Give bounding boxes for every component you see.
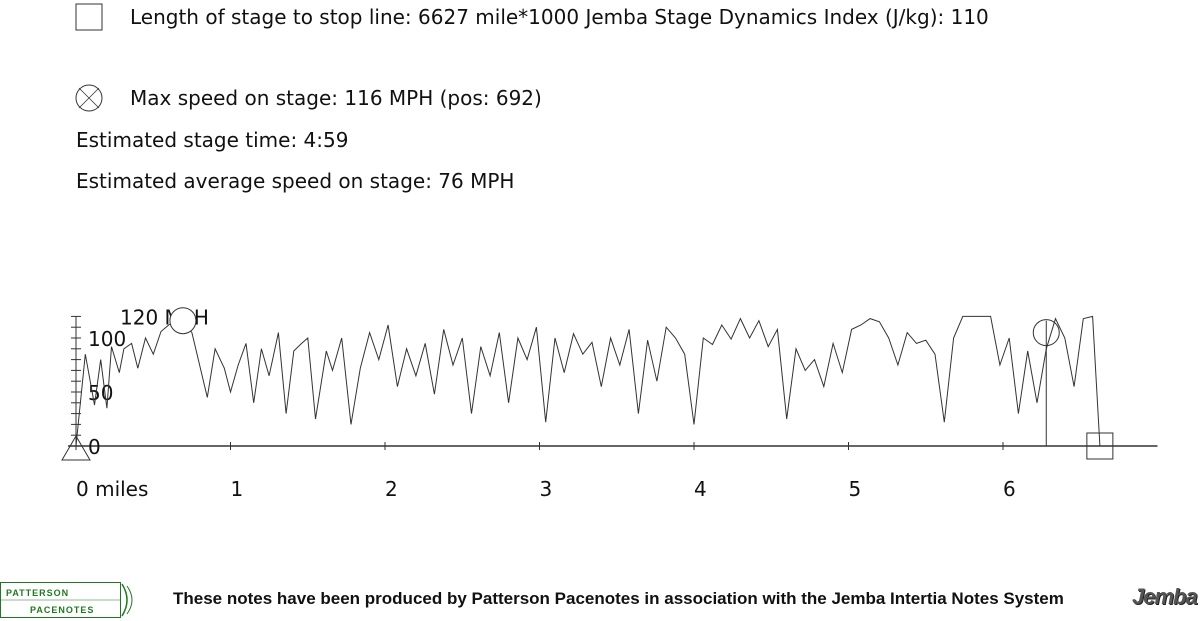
- speed-line: [75, 315, 1101, 447]
- circle-marker-icon: [75, 84, 103, 112]
- jemba-logo: Jemba: [1132, 584, 1198, 609]
- end-circle-marker: [1032, 319, 1060, 347]
- y-tick-label: 100: [88, 327, 126, 351]
- x-tick-label: 0 miles: [76, 477, 148, 501]
- logo-line2: PACENOTES: [30, 605, 94, 615]
- footer: PATTERSON PACENOTES These notes have bee…: [0, 578, 1200, 621]
- patterson-pacenotes-logo: PATTERSON PACENOTES: [0, 582, 133, 618]
- y-tick-label: 0: [88, 435, 101, 459]
- max-speed-text: Max speed on stage: 116 MPH (pos: 692): [130, 86, 542, 110]
- start-marker: [61, 435, 91, 461]
- x-tick-label: 6: [1003, 477, 1016, 501]
- y-tick-label: 50: [88, 381, 113, 405]
- estimated-avg-speed-text: Estimated average speed on stage: 76 MPH: [76, 169, 515, 193]
- x-tick-label: 4: [694, 477, 707, 501]
- x-tick-label: 1: [231, 477, 244, 501]
- logo-line1: PATTERSON: [6, 588, 69, 598]
- stage-length-text: Length of stage to stop line: 6627 mile*…: [130, 5, 989, 29]
- x-tick-label: 2: [385, 477, 398, 501]
- stop-line-legend: Length of stage to stop line: 6627 mile*…: [75, 0, 989, 34]
- estimated-time-text: Estimated stage time: 4:59: [76, 128, 349, 152]
- x-tick-label: 3: [540, 477, 553, 501]
- max-speed-legend: Max speed on stage: 116 MPH (pos: 692): [75, 81, 542, 115]
- stop-line-marker: [1086, 432, 1114, 460]
- credit-text: These notes have been produced by Patter…: [173, 589, 1064, 608]
- max-speed-marker: [169, 307, 197, 335]
- square-marker-icon: [75, 3, 103, 31]
- x-tick-label: 5: [849, 477, 862, 501]
